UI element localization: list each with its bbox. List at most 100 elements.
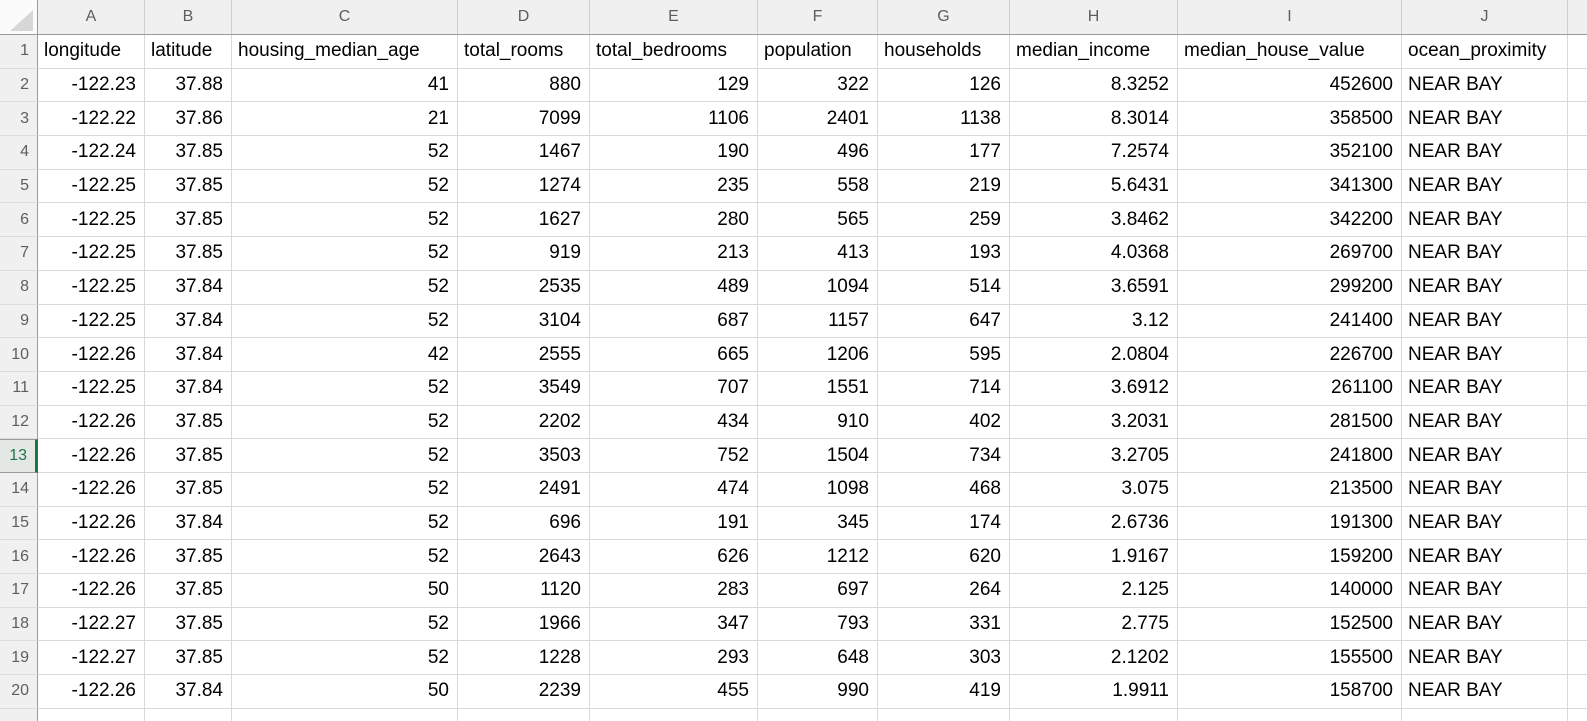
cell-F1[interactable]: population	[758, 35, 878, 69]
cell-I18[interactable]: 152500	[1178, 607, 1402, 642]
cell-E7[interactable]: 213	[590, 237, 758, 271]
cell-C14[interactable]: 52	[232, 472, 458, 507]
cell-A7[interactable]: -122.25	[38, 237, 145, 271]
cell-D5[interactable]: 1274	[458, 169, 590, 204]
cell-K14-partial[interactable]	[1568, 472, 1587, 507]
cell-G-partial[interactable]	[878, 708, 1010, 721]
cell-A12[interactable]: -122.26	[38, 405, 145, 440]
cell-J11[interactable]: NEAR BAY	[1402, 371, 1568, 406]
cell-E4[interactable]: 190	[590, 136, 758, 170]
cell-H12[interactable]: 3.2031	[1010, 405, 1178, 440]
cell-F8[interactable]: 1094	[758, 270, 878, 305]
cell-D19[interactable]: 1228	[458, 641, 590, 676]
cell-G5[interactable]: 219	[878, 169, 1010, 204]
cell-B1[interactable]: latitude	[145, 35, 232, 69]
cell-F18[interactable]: 793	[758, 607, 878, 642]
cell-H1[interactable]: median_income	[1010, 35, 1178, 69]
cell-J16[interactable]: NEAR BAY	[1402, 540, 1568, 574]
cell-I20[interactable]: 158700	[1178, 675, 1402, 709]
cell-C17[interactable]: 50	[232, 574, 458, 608]
cell-A3[interactable]: -122.22	[38, 102, 145, 137]
row-header-8[interactable]: 8	[0, 270, 38, 305]
cell-I7[interactable]: 269700	[1178, 237, 1402, 271]
cell-D7[interactable]: 919	[458, 237, 590, 271]
cell-H9[interactable]: 3.12	[1010, 304, 1178, 339]
cell-G16[interactable]: 620	[878, 540, 1010, 574]
cell-F5[interactable]: 558	[758, 169, 878, 204]
cell-C19[interactable]: 52	[232, 641, 458, 676]
cell-C13[interactable]: 52	[232, 439, 458, 473]
cell-B6[interactable]: 37.85	[145, 203, 232, 238]
cell-C7[interactable]: 52	[232, 237, 458, 271]
cell-E8[interactable]: 489	[590, 270, 758, 305]
cell-A1[interactable]: longitude	[38, 35, 145, 69]
cell-A20[interactable]: -122.26	[38, 675, 145, 709]
cell-B14[interactable]: 37.85	[145, 472, 232, 507]
cell-J13[interactable]: NEAR BAY	[1402, 439, 1568, 473]
cell-J18[interactable]: NEAR BAY	[1402, 607, 1568, 642]
cell-C12[interactable]: 52	[232, 405, 458, 440]
cell-D11[interactable]: 3549	[458, 371, 590, 406]
cell-C5[interactable]: 52	[232, 169, 458, 204]
cell-K1-partial[interactable]	[1568, 35, 1587, 69]
cell-B9[interactable]: 37.84	[145, 304, 232, 339]
cell-I1[interactable]: median_house_value	[1178, 35, 1402, 69]
cell-J9[interactable]: NEAR BAY	[1402, 304, 1568, 339]
cell-E6[interactable]: 280	[590, 203, 758, 238]
cell-H13[interactable]: 3.2705	[1010, 439, 1178, 473]
cell-I-partial[interactable]	[1178, 708, 1402, 721]
row-header-14[interactable]: 14	[0, 472, 38, 507]
cell-K10-partial[interactable]	[1568, 338, 1587, 372]
cell-G12[interactable]: 402	[878, 405, 1010, 440]
cell-D-partial[interactable]	[458, 708, 590, 721]
cell-D12[interactable]: 2202	[458, 405, 590, 440]
cell-A15[interactable]: -122.26	[38, 506, 145, 541]
cell-I12[interactable]: 281500	[1178, 405, 1402, 440]
cell-K-partial[interactable]	[1568, 708, 1587, 721]
row-header-20[interactable]: 20	[0, 675, 38, 709]
cell-A18[interactable]: -122.27	[38, 607, 145, 642]
cell-I16[interactable]: 159200	[1178, 540, 1402, 574]
cell-G13[interactable]: 734	[878, 439, 1010, 473]
cell-J19[interactable]: NEAR BAY	[1402, 641, 1568, 676]
cell-A19[interactable]: -122.27	[38, 641, 145, 676]
cell-F-partial[interactable]	[758, 708, 878, 721]
row-header-12[interactable]: 12	[0, 405, 38, 440]
cell-E10[interactable]: 665	[590, 338, 758, 372]
cell-F12[interactable]: 910	[758, 405, 878, 440]
cell-I9[interactable]: 241400	[1178, 304, 1402, 339]
cell-D15[interactable]: 696	[458, 506, 590, 541]
cell-G4[interactable]: 177	[878, 136, 1010, 170]
cell-D1[interactable]: total_rooms	[458, 35, 590, 69]
cell-E11[interactable]: 707	[590, 371, 758, 406]
cell-H6[interactable]: 3.8462	[1010, 203, 1178, 238]
cell-G1[interactable]: households	[878, 35, 1010, 69]
cell-C11[interactable]: 52	[232, 371, 458, 406]
cell-H11[interactable]: 3.6912	[1010, 371, 1178, 406]
cell-K2-partial[interactable]	[1568, 68, 1587, 103]
row-header-16[interactable]: 16	[0, 540, 38, 574]
cell-H3[interactable]: 8.3014	[1010, 102, 1178, 137]
cell-A8[interactable]: -122.25	[38, 270, 145, 305]
cell-I5[interactable]: 341300	[1178, 169, 1402, 204]
cell-J2[interactable]: NEAR BAY	[1402, 68, 1568, 103]
cell-E19[interactable]: 293	[590, 641, 758, 676]
cell-B3[interactable]: 37.86	[145, 102, 232, 137]
cell-H20[interactable]: 1.9911	[1010, 675, 1178, 709]
cell-H4[interactable]: 7.2574	[1010, 136, 1178, 170]
cell-C18[interactable]: 52	[232, 607, 458, 642]
cell-I10[interactable]: 226700	[1178, 338, 1402, 372]
cell-G2[interactable]: 126	[878, 68, 1010, 103]
cell-H8[interactable]: 3.6591	[1010, 270, 1178, 305]
cell-B16[interactable]: 37.85	[145, 540, 232, 574]
row-header-11[interactable]: 11	[0, 371, 38, 406]
cell-C15[interactable]: 52	[232, 506, 458, 541]
cell-G9[interactable]: 647	[878, 304, 1010, 339]
cell-K7-partial[interactable]	[1568, 237, 1587, 271]
cell-C1[interactable]: housing_median_age	[232, 35, 458, 69]
cell-G7[interactable]: 193	[878, 237, 1010, 271]
cell-F13[interactable]: 1504	[758, 439, 878, 473]
cell-G3[interactable]: 1138	[878, 102, 1010, 137]
cell-I19[interactable]: 155500	[1178, 641, 1402, 676]
cell-E3[interactable]: 1106	[590, 102, 758, 137]
